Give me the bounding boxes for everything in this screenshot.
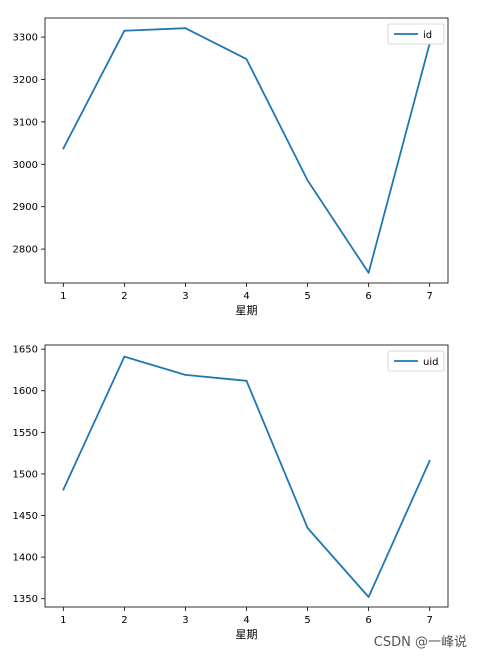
data-point xyxy=(306,179,309,182)
y-tick-label: 3100 xyxy=(13,117,38,128)
y-tick-label: 3000 xyxy=(13,160,38,171)
x-axis-label: 星期 xyxy=(236,628,258,641)
legend: uid xyxy=(387,350,445,372)
x-tick-label: 7 xyxy=(426,291,432,302)
legend-label: id xyxy=(423,30,432,41)
y-tick-label: 1500 xyxy=(13,469,38,480)
legend-label: uid xyxy=(423,357,438,368)
data-point xyxy=(245,58,248,61)
x-tick-label: 7 xyxy=(426,615,432,626)
series-line-id xyxy=(62,27,431,274)
y-tick-label: 1550 xyxy=(13,428,38,439)
data-point xyxy=(123,29,126,32)
x-tick-label: 4 xyxy=(243,291,249,302)
x-tick-label: 3 xyxy=(182,291,188,302)
data-point xyxy=(367,596,370,598)
series-line-uid xyxy=(62,355,431,598)
y-tick-label: 1400 xyxy=(13,553,38,564)
data-point xyxy=(428,459,431,462)
x-tick-label: 6 xyxy=(365,615,371,626)
y-tick-label: 1350 xyxy=(13,594,38,605)
data-point xyxy=(184,374,187,376)
x-tick-label: 6 xyxy=(365,291,371,302)
x-tick-label: 5 xyxy=(304,291,310,302)
y-tick-label: 3300 xyxy=(13,33,38,44)
x-tick-label: 3 xyxy=(182,615,188,626)
x-axis-label: 星期 xyxy=(236,304,258,317)
watermark: CSDN @一峰说 xyxy=(373,635,467,650)
y-tick-label: 1450 xyxy=(13,511,38,522)
y-tick-label: 2900 xyxy=(13,202,38,213)
y-tick-label: 2800 xyxy=(13,245,38,256)
data-point xyxy=(62,147,65,150)
subplot-1: 1 2 3 4 5 6 7 2800 2900 3000 3100 3200 3300 星期 id xyxy=(13,17,449,317)
data-point xyxy=(245,379,248,382)
y-tick-label: 3200 xyxy=(13,75,38,86)
x-tick-label: 1 xyxy=(60,291,66,302)
data-point xyxy=(123,355,126,358)
axes-frame xyxy=(44,344,449,608)
subplot-2: 1 2 3 4 5 6 7 1350 1400 1450 1500 1550 1600 1650 星期 uid xyxy=(13,344,449,641)
x-tick-label: 1 xyxy=(60,615,66,626)
data-point xyxy=(306,527,309,529)
x-tick-label: 2 xyxy=(121,615,127,626)
x-tick-label: 4 xyxy=(243,615,249,626)
data-point xyxy=(184,27,187,30)
data-point xyxy=(367,271,370,274)
x-tick-label: 5 xyxy=(304,615,310,626)
x-tick-label: 2 xyxy=(121,291,127,302)
data-point xyxy=(62,488,65,491)
y-tick-label: 1650 xyxy=(13,345,38,356)
legend: id xyxy=(387,23,445,45)
y-tick-label: 1600 xyxy=(13,386,38,397)
axes-frame xyxy=(44,17,449,284)
